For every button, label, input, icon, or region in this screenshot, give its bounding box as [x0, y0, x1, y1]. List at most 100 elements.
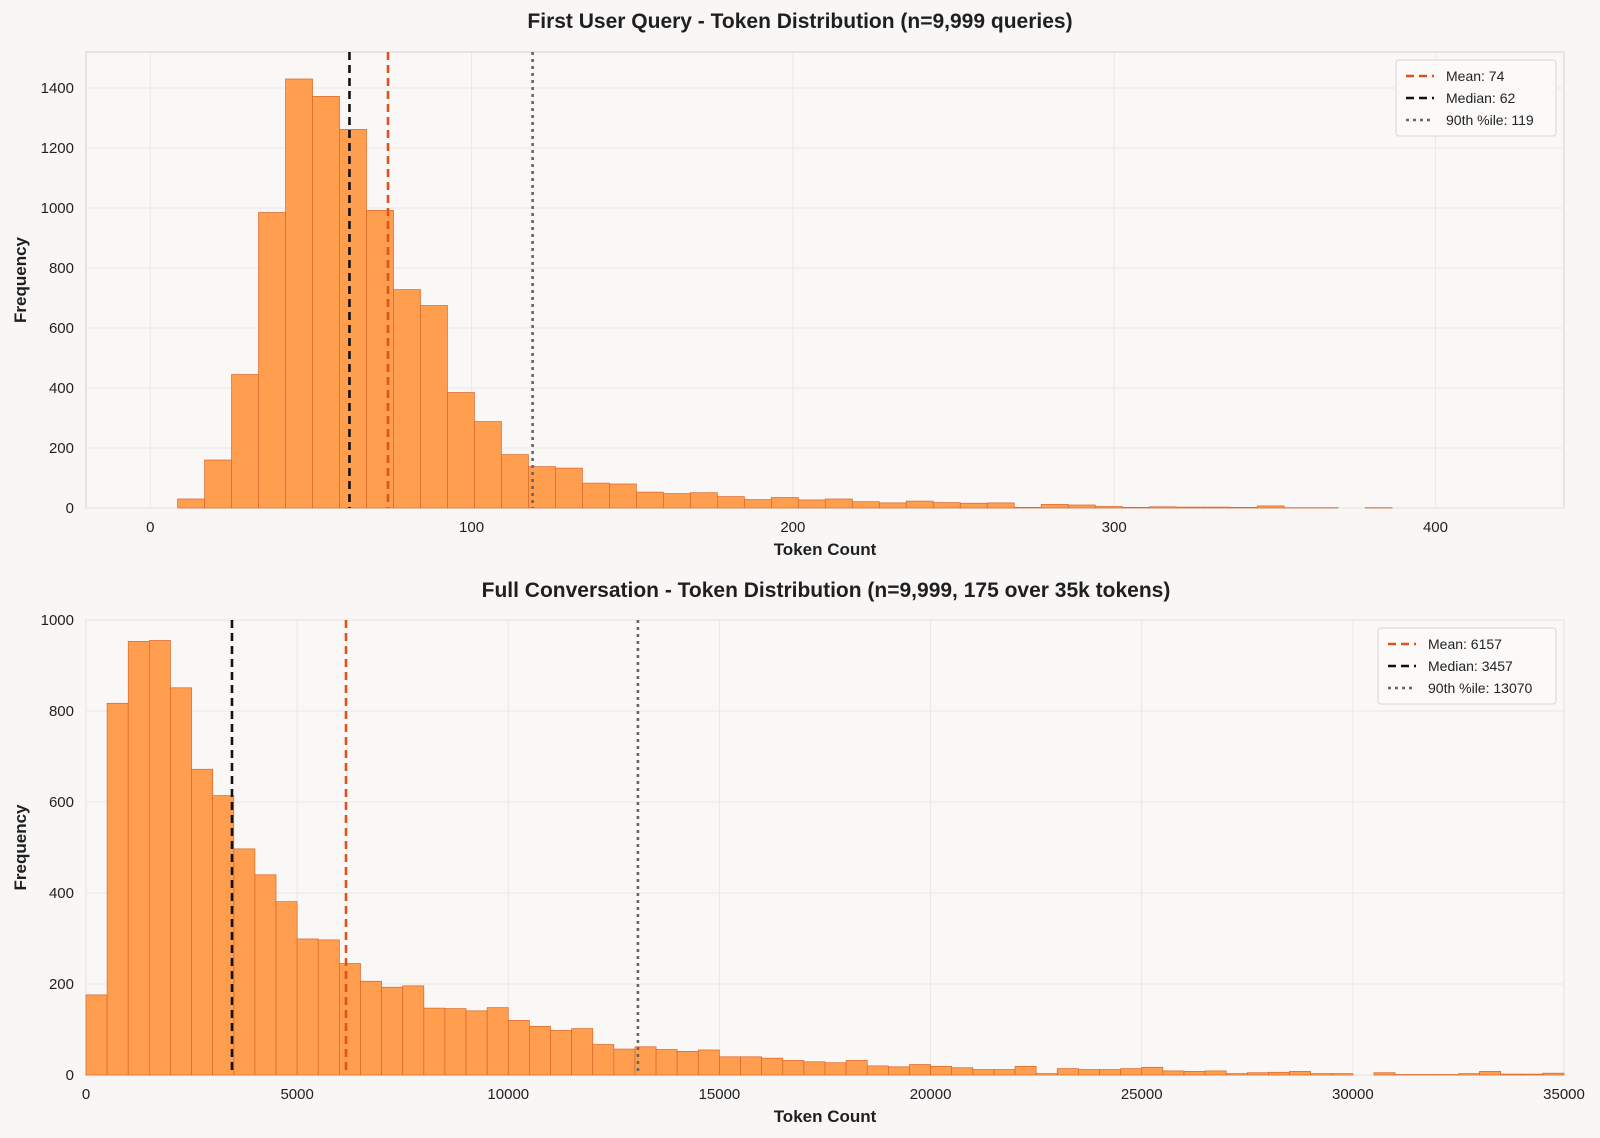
- histogram-bar: [740, 1056, 763, 1076]
- legend-label: Median: 3457: [1428, 658, 1513, 674]
- histogram-bar: [177, 498, 205, 509]
- histogram-bar: [1040, 504, 1069, 509]
- x-tick-label: 20000: [910, 1086, 952, 1103]
- histogram-bar: [930, 1066, 953, 1076]
- histogram-bar: [993, 1069, 1016, 1076]
- histogram-bar: [1246, 1072, 1269, 1076]
- histogram-bar: [803, 1061, 826, 1076]
- histogram-bar: [474, 421, 502, 509]
- histogram-bar: [233, 848, 256, 1076]
- histogram-bar: [381, 986, 404, 1076]
- histogram-bar: [507, 1020, 530, 1076]
- histogram-bar: [85, 994, 108, 1076]
- histogram-bar: [824, 498, 853, 509]
- histogram-bar: [444, 1008, 467, 1076]
- histogram-bar: [972, 1069, 995, 1076]
- x-axis-label: Token Count: [774, 1107, 877, 1126]
- histogram-bar: [366, 210, 394, 509]
- histogram-bar: [761, 1057, 784, 1076]
- histogram-bar: [529, 1025, 551, 1076]
- histogram-bar: [1310, 1073, 1333, 1076]
- y-tick-label: 600: [49, 794, 74, 811]
- histogram-bar: [1225, 1073, 1248, 1076]
- histogram-bar: [986, 502, 1015, 509]
- histogram-bar: [312, 96, 340, 509]
- histogram-bar: [717, 496, 745, 509]
- histogram-bar: [655, 1049, 678, 1076]
- histogram-bar: [845, 1060, 868, 1076]
- histogram-bar: [555, 467, 583, 509]
- histogram-bar: [1183, 1071, 1206, 1076]
- x-axis-label: Token Count: [774, 540, 877, 559]
- legend-label: 90th %ile: 13070: [1428, 680, 1533, 696]
- histogram-bar: [550, 1030, 572, 1076]
- histogram-bar: [636, 491, 664, 509]
- y-tick-label: 1000: [41, 200, 74, 217]
- tick-labels: 0 100 200 300 400 0 200 400 600 800 1000 1200 1400: [41, 80, 1448, 536]
- histogram-bar: [339, 129, 367, 509]
- histogram-bar: [1202, 506, 1231, 509]
- y-tick-label: 0: [66, 1067, 74, 1084]
- y-tick-label: 1400: [41, 80, 74, 97]
- histogram-bar: [106, 702, 129, 1076]
- histogram-bar: [1099, 1069, 1121, 1076]
- histogram-bar: [1056, 1068, 1079, 1076]
- histogram-bar: [851, 501, 880, 509]
- legend-label: Mean: 74: [1446, 68, 1505, 84]
- histogram-bar: [1120, 1068, 1143, 1076]
- x-tick-label: 400: [1423, 519, 1448, 536]
- reference-lines: [348, 52, 534, 508]
- histogram-bar: [148, 640, 171, 1076]
- histogram-bars: [85, 640, 1565, 1076]
- histogram-bar: [782, 1060, 805, 1076]
- y-tick-label: 1000: [41, 612, 74, 629]
- histogram-bar: [1175, 506, 1204, 509]
- histogram-bar: [212, 795, 235, 1076]
- histogram-bar: [393, 289, 421, 509]
- histogram-bar: [1204, 1070, 1227, 1076]
- chart-panel-full-conversation: Full Conversation - Token Distribution (…: [11, 579, 1585, 1126]
- x-tick-label: 0: [82, 1086, 90, 1103]
- histogram-bar: [1373, 1072, 1396, 1076]
- histogram-bar: [1542, 1072, 1565, 1076]
- histogram-bar: [770, 497, 799, 509]
- histogram-bar: [887, 1066, 910, 1076]
- x-tick-label: 0: [146, 519, 154, 536]
- y-tick-label: 1200: [41, 140, 74, 157]
- histogram-bar: [254, 874, 277, 1076]
- histogram-bar: [797, 499, 826, 509]
- tick-labels: 0 5000 10000 15000 20000 25000 30000 35000 0 200 4…: [41, 612, 1585, 1103]
- histogram-bars: [177, 78, 1393, 509]
- histogram-bar: [1067, 504, 1096, 509]
- histogram-bar: [465, 1010, 488, 1076]
- histogram-bar: [1458, 1073, 1480, 1076]
- chart-title: First User Query - Token Distribution (n…: [527, 10, 1072, 33]
- histogram-bar: [909, 1064, 931, 1076]
- histogram-bar: [905, 500, 934, 509]
- histogram-bar: [1014, 1066, 1037, 1076]
- histogram-bar: [486, 1007, 509, 1076]
- x-tick-label: 5000: [280, 1086, 313, 1103]
- histogram-bar: [1268, 1071, 1290, 1076]
- histogram-bar: [1148, 506, 1177, 509]
- histogram-bar: [1141, 1066, 1164, 1076]
- histogram-bar: [676, 1050, 699, 1076]
- y-tick-label: 600: [49, 320, 74, 337]
- histogram-bar: [1121, 507, 1150, 509]
- x-tick-label: 25000: [1121, 1086, 1163, 1103]
- reference-lines: [230, 620, 640, 1075]
- y-tick-label: 400: [49, 380, 74, 397]
- histogram-bar: [402, 985, 425, 1076]
- histogram-bar: [878, 502, 907, 509]
- histogram-bar: [1500, 1073, 1523, 1076]
- histogram-bar: [296, 938, 319, 1076]
- histogram-bar: [609, 483, 637, 509]
- x-tick-label: 100: [459, 519, 484, 536]
- histogram-bar: [744, 499, 772, 509]
- histogram-bar: [1229, 507, 1258, 509]
- y-axis-label: Frequency: [11, 804, 30, 891]
- histogram-bar: [231, 374, 259, 509]
- histogram-bar: [423, 1007, 446, 1076]
- histogram-bar: [571, 1028, 594, 1076]
